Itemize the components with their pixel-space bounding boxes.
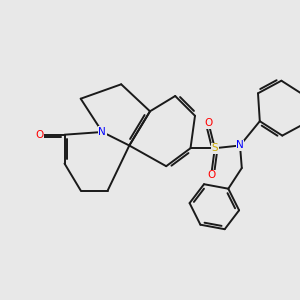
Text: O: O — [204, 118, 213, 128]
Text: N: N — [98, 127, 106, 137]
Text: O: O — [35, 130, 44, 140]
Text: O: O — [207, 170, 215, 180]
Text: N: N — [236, 140, 244, 151]
Text: S: S — [212, 143, 218, 153]
